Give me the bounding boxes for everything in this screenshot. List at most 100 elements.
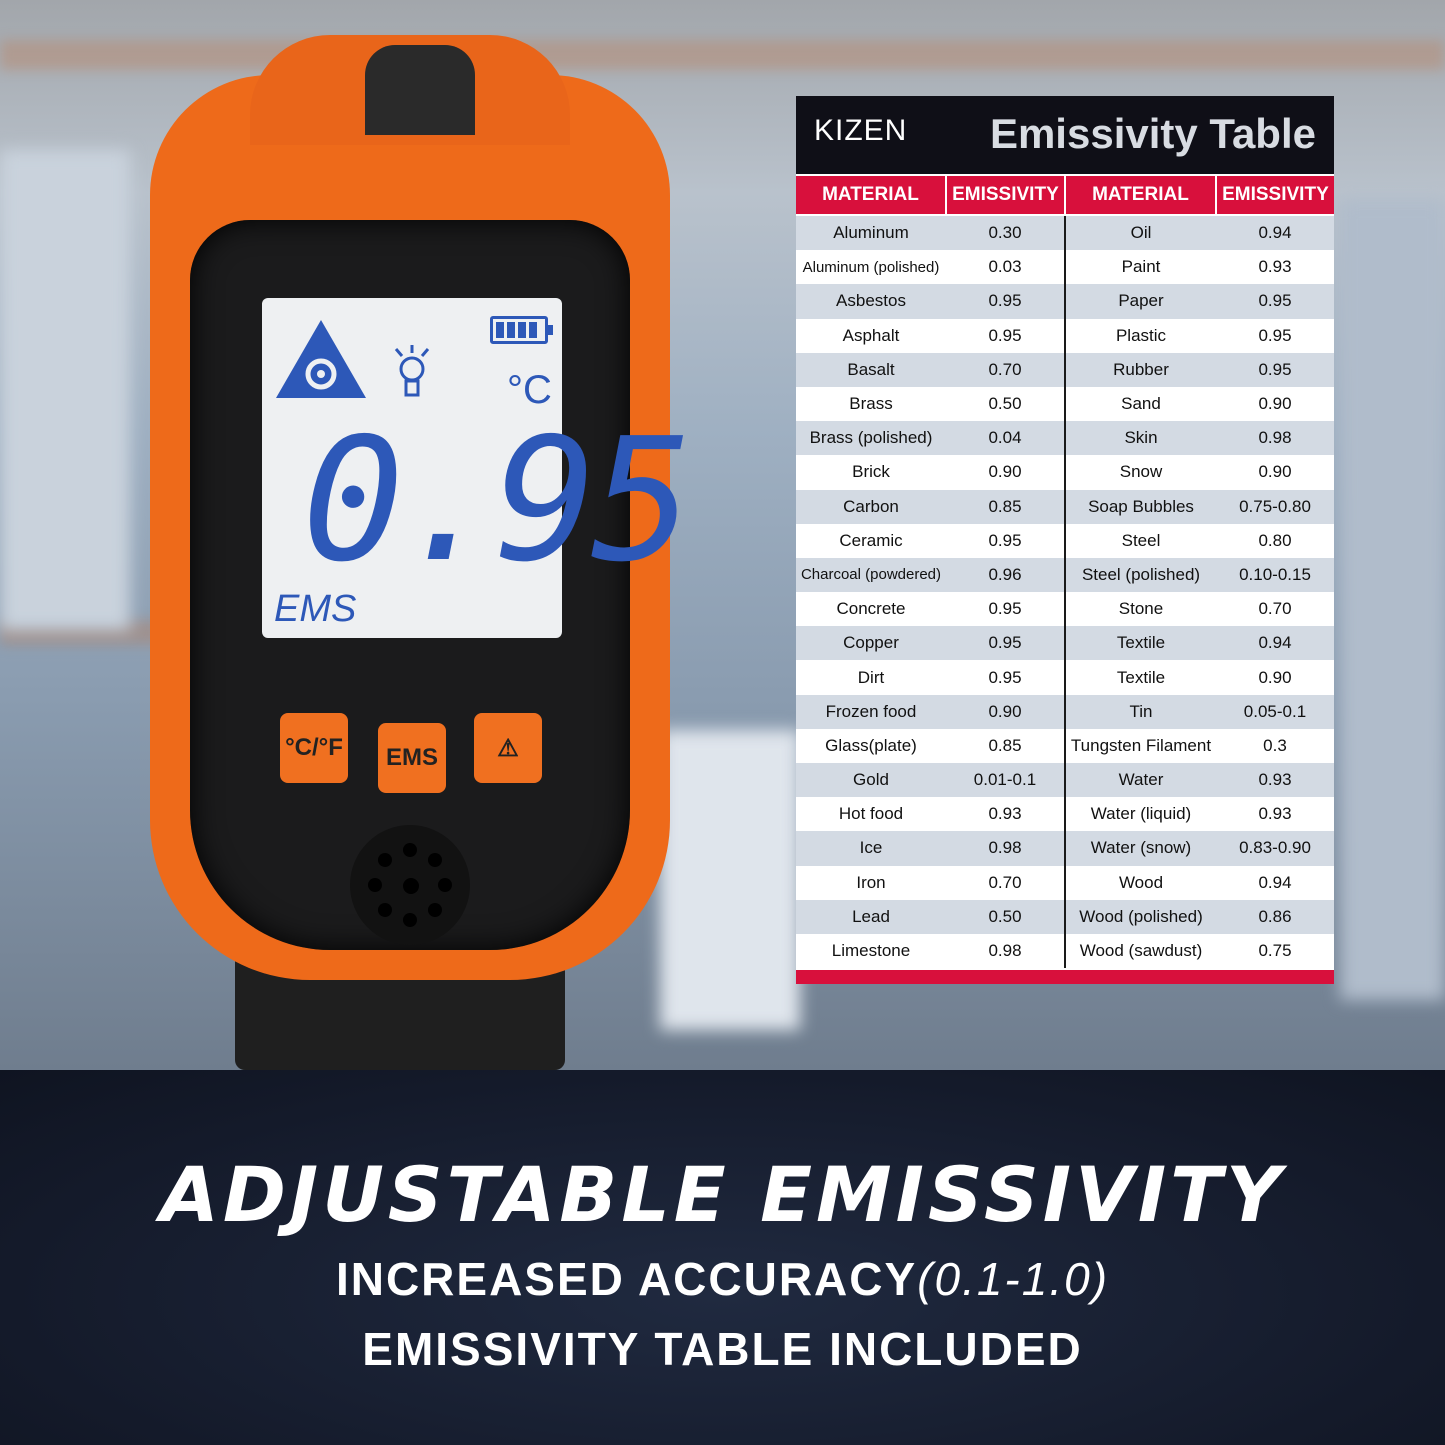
emissivity-cell: 0.94 <box>1258 223 1292 243</box>
table-row: Aluminum 0.30 Oil 0.94 <box>796 216 1334 251</box>
material-cell: Brass (polished) <box>809 428 933 448</box>
column-divider <box>1064 352 1066 387</box>
emissivity-cell: 0.98 <box>988 941 1022 961</box>
column-divider <box>1064 797 1066 832</box>
emissivity-cell: 0.90 <box>1258 462 1292 482</box>
material-cell: Aluminum <box>833 223 909 243</box>
column-divider <box>1064 455 1066 490</box>
emissivity-table: KIZEN Emissivity Table MATERIAL EMISSIVI… <box>796 96 1334 984</box>
battery-full-icon <box>490 316 553 344</box>
emissivity-cell: 0.93 <box>988 804 1022 824</box>
subheadline-table: EMISSIVITY TABLE INCLUDED <box>362 1323 1083 1375</box>
emissivity-cell: 0.95 <box>1258 359 1292 379</box>
emissivity-cell: 0.93 <box>1258 804 1292 824</box>
material-cell: Lead <box>852 906 890 926</box>
emissivity-cell: 0.95 <box>988 633 1022 653</box>
unit-toggle-button[interactable]: °C/°F <box>280 713 348 783</box>
material-cell: Dirt <box>857 667 885 687</box>
emissivity-cell: 0.90 <box>988 701 1022 721</box>
emissivity-cell: 0.05-0.1 <box>1243 701 1307 721</box>
material-cell: Glass(plate) <box>825 735 917 755</box>
emissivity-cell: 0.50 <box>988 394 1022 414</box>
table-row: Carbon 0.85 Soap Bubbles 0.75-0.80 <box>796 489 1334 524</box>
emissivity-cell: 0.75 <box>1258 941 1292 961</box>
material-cell: Water <box>1118 770 1164 790</box>
ceiling-beam <box>0 40 1445 70</box>
emissivity-cell: 0.95 <box>988 599 1022 619</box>
background-wall <box>0 150 130 630</box>
material-cell: Iron <box>856 872 886 892</box>
emissivity-cell: 0.70 <box>988 359 1022 379</box>
emissivity-cell: 0.50 <box>988 906 1022 926</box>
material-cell: Plastic <box>1115 325 1167 345</box>
emissivity-cell: 0.01-0.1 <box>973 770 1037 790</box>
ems-button[interactable]: EMS <box>378 723 446 793</box>
table-row: Asbestos 0.95 Paper 0.95 <box>796 284 1334 319</box>
headline: ADJUSTABLE EMISSIVITY <box>160 1150 1285 1239</box>
promo-banner: ADJUSTABLE EMISSIVITY INCREASED ACCURACY… <box>0 1070 1445 1445</box>
table-row: Limestone 0.98 Wood (sawdust) 0.75 <box>796 933 1334 969</box>
column-divider <box>1064 489 1066 524</box>
material-cell: Sand <box>1121 394 1161 414</box>
table-row: Brick 0.90 Snow 0.90 <box>796 455 1334 490</box>
material-cell: Wood <box>1118 872 1164 892</box>
emissivity-cell: 0.30 <box>988 223 1022 243</box>
table-row: Lead 0.50 Wood (polished) 0.86 <box>796 899 1334 934</box>
emissivity-cell: 0.90 <box>1258 667 1292 687</box>
table-row: Gold 0.01-0.1 Water 0.93 <box>796 763 1334 798</box>
table-row: Hot food 0.93 Water (liquid) 0.93 <box>796 797 1334 832</box>
lcd-reading: 0.95 <box>302 402 693 600</box>
material-cell: Wood (sawdust) <box>1079 941 1203 961</box>
emissivity-cell: 0.95 <box>988 291 1022 311</box>
column-divider <box>1064 865 1066 900</box>
material-cell: Textile <box>1116 633 1166 653</box>
emissivity-cell: 0.95 <box>1258 325 1292 345</box>
table-row: Iron 0.70 Wood 0.94 <box>796 865 1334 900</box>
material-cell: Asphalt <box>842 325 900 345</box>
material-cell: Steel <box>1121 530 1161 550</box>
column-header: MATERIAL <box>796 176 945 214</box>
speaker-grille <box>350 825 470 945</box>
emissivity-range: (0.1-1.0) <box>917 1253 1110 1305</box>
emissivity-cell: 0.96 <box>988 564 1022 584</box>
brand-logo: KIZEN <box>814 114 908 147</box>
temperature-unit: °C <box>507 368 552 412</box>
emissivity-cell: 0.75-0.80 <box>1239 496 1311 516</box>
column-divider <box>1064 763 1066 798</box>
column-divider <box>1064 592 1066 627</box>
material-cell: Paint <box>1121 257 1161 277</box>
column-divider <box>1064 626 1066 661</box>
emissivity-cell: 0.94 <box>1258 633 1292 653</box>
material-cell: Copper <box>843 633 899 653</box>
material-cell: Skin <box>1124 428 1158 448</box>
column-divider <box>1064 694 1066 729</box>
column-divider <box>1064 899 1066 934</box>
emissivity-cell: 0.83-0.90 <box>1239 838 1311 858</box>
background-cabinet <box>660 730 800 1030</box>
material-cell: Brick <box>852 462 890 482</box>
emissivity-cell: 0.86 <box>1258 906 1292 926</box>
table-title: Emissivity Table <box>989 110 1316 157</box>
table-row: Aluminum (polished) 0.03 Paint 0.93 <box>796 250 1334 285</box>
material-cell: Brass <box>849 394 893 414</box>
emissivity-cell: 0.95 <box>988 667 1022 687</box>
table-row: Charcoal (powdered) 0.96 Steel (polished) 0… <box>796 557 1334 593</box>
emissivity-cell: 0.90 <box>988 462 1022 482</box>
emissivity-cell: 0.3 <box>1263 735 1287 755</box>
table-row: Asphalt 0.95 Plastic 0.95 <box>796 318 1334 353</box>
laser-button[interactable]: ⚠ <box>474 713 542 783</box>
table-body: Aluminum 0.30 Oil 0.94 Aluminum (polished) 0.… <box>796 216 1334 969</box>
emissivity-cell: 0.10-0.15 <box>1239 564 1311 584</box>
emissivity-cell: 0.90 <box>1258 394 1292 414</box>
emissivity-cell: 0.03 <box>988 257 1022 277</box>
table-row: Copper 0.95 Textile 0.94 <box>796 626 1334 661</box>
material-cell: Carbon <box>843 496 899 516</box>
material-cell: Gold <box>853 770 889 790</box>
material-cell: Asbestos <box>836 291 906 311</box>
material-cell: Limestone <box>831 941 911 961</box>
device-top-insert <box>365 45 475 135</box>
lcd-mode-label: EMS <box>274 588 357 630</box>
table-row: Dirt 0.95 Textile 0.90 <box>796 660 1334 695</box>
column-divider <box>1064 284 1066 319</box>
column-divider <box>1064 831 1066 866</box>
